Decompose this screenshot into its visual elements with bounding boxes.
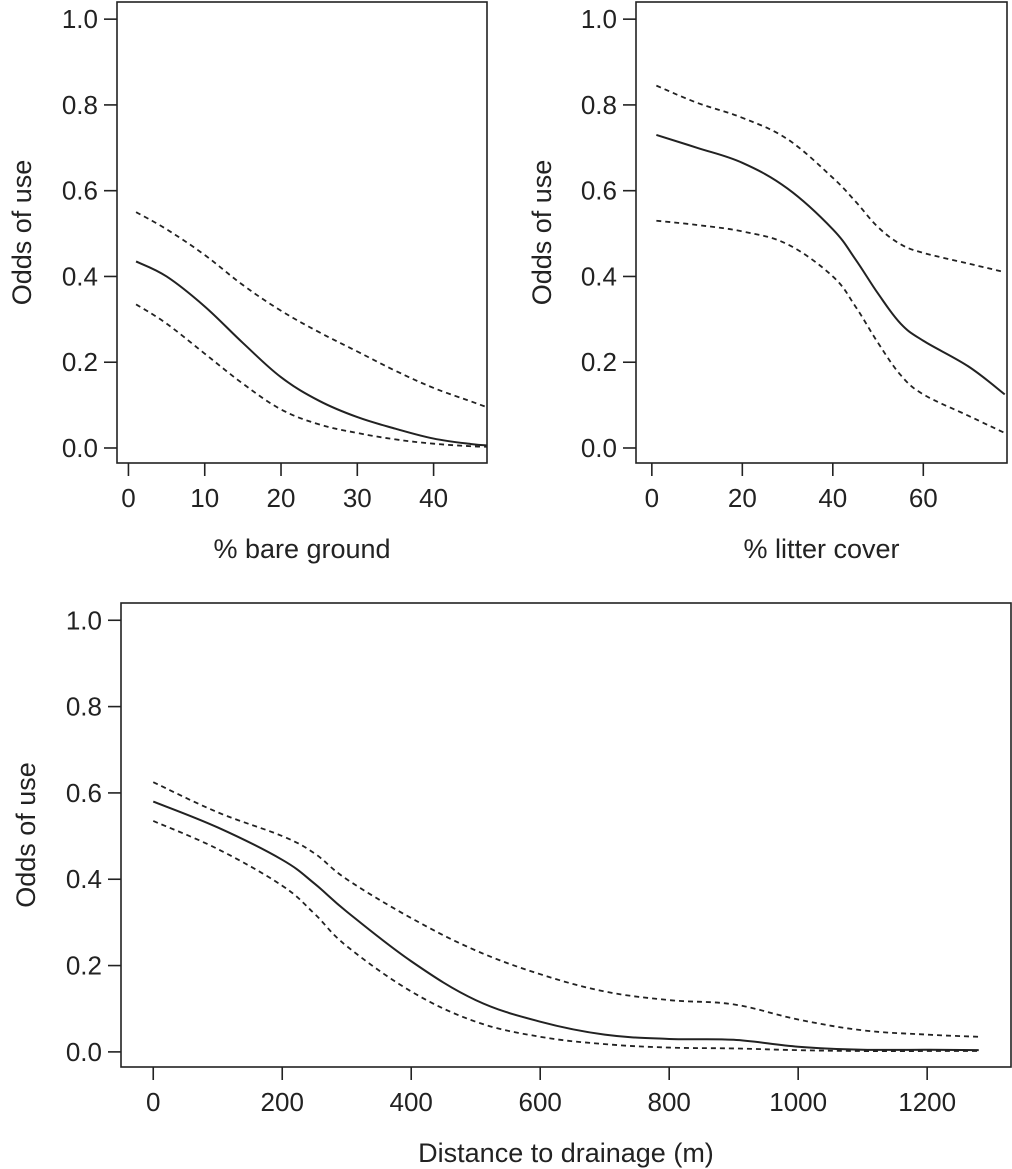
y-tick-label: 0.4 — [66, 864, 102, 894]
lower-confidence-line — [135, 303, 488, 448]
x-tick-label: 0 — [121, 483, 135, 513]
x-tick-label: 0 — [645, 483, 659, 513]
x-tick-label: 30 — [343, 483, 372, 513]
x-tick-label: 200 — [261, 1087, 304, 1117]
x-tick-label: 40 — [419, 483, 448, 513]
x-tick-label: 0 — [146, 1087, 160, 1117]
x-tick-label: 20 — [728, 483, 757, 513]
x-axis-title: % litter cover — [743, 534, 899, 564]
x-tick-label: 60 — [909, 483, 938, 513]
x-tick-label: 600 — [519, 1087, 562, 1117]
y-tick-label: 0.2 — [581, 347, 617, 377]
y-axis-title: Odds of use — [7, 160, 37, 306]
y-tick-label: 0.6 — [581, 176, 617, 206]
y-tick-label: 0.6 — [66, 778, 102, 808]
panel-distance-to-drainage: 0.0 0.2 0.4 0.6 0.8 1.0 0 200 400 600 800 1000 1200 D… — [11, 602, 1012, 1168]
panel-litter-cover: 0.0 0.2 0.4 0.6 0.8 1.0 0 20 40 60 % litter cover O… — [527, 1, 1008, 564]
x-tick-label: 400 — [390, 1087, 433, 1117]
plot-frame — [116, 1, 488, 464]
x-axis-title: % bare ground — [213, 534, 390, 564]
fitted-line — [656, 133, 1006, 396]
x-tick-label: 1200 — [898, 1087, 956, 1117]
y-tick-label: 0.0 — [581, 433, 617, 463]
y-tick-label: 0.6 — [62, 176, 98, 206]
y-tick-label: 1.0 — [62, 4, 98, 34]
y-tick-label: 0.8 — [66, 692, 102, 722]
y-tick-label: 0.4 — [581, 261, 617, 291]
y-tick-label: 1.0 — [66, 605, 102, 635]
lower-confidence-line — [152, 820, 979, 1053]
upper-confidence-line — [135, 211, 488, 409]
y-tick-label: 0.8 — [581, 90, 617, 120]
x-axis-title: Distance to drainage (m) — [418, 1138, 714, 1168]
x-tick-label: 40 — [818, 483, 847, 513]
y-axis-title: Odds of use — [527, 160, 557, 306]
fitted-line — [152, 800, 979, 1052]
fitted-line — [135, 260, 488, 447]
plot-frame — [120, 602, 1012, 1068]
x-tick-label: 20 — [267, 483, 296, 513]
y-tick-label: 0.2 — [62, 347, 98, 377]
lower-confidence-line — [656, 219, 1006, 434]
y-tick-label: 0.0 — [66, 1037, 102, 1067]
y-tick-label: 0.0 — [62, 433, 98, 463]
panel-bare-ground: 0.0 0.2 0.4 0.6 0.8 1.0 0 10 20 30 40 % bare ground… — [7, 1, 488, 564]
x-tick-label: 800 — [647, 1087, 690, 1117]
plot-frame — [635, 1, 1008, 464]
y-tick-label: 0.4 — [62, 261, 98, 291]
upper-confidence-line — [656, 84, 1005, 274]
y-axis-title: Odds of use — [11, 762, 41, 908]
y-tick-label: 0.8 — [62, 90, 98, 120]
x-tick-label: 1000 — [769, 1087, 827, 1117]
x-tick-label: 10 — [190, 483, 219, 513]
upper-confidence-line — [152, 781, 979, 1038]
y-tick-label: 1.0 — [581, 4, 617, 34]
y-tick-label: 0.2 — [66, 951, 102, 981]
